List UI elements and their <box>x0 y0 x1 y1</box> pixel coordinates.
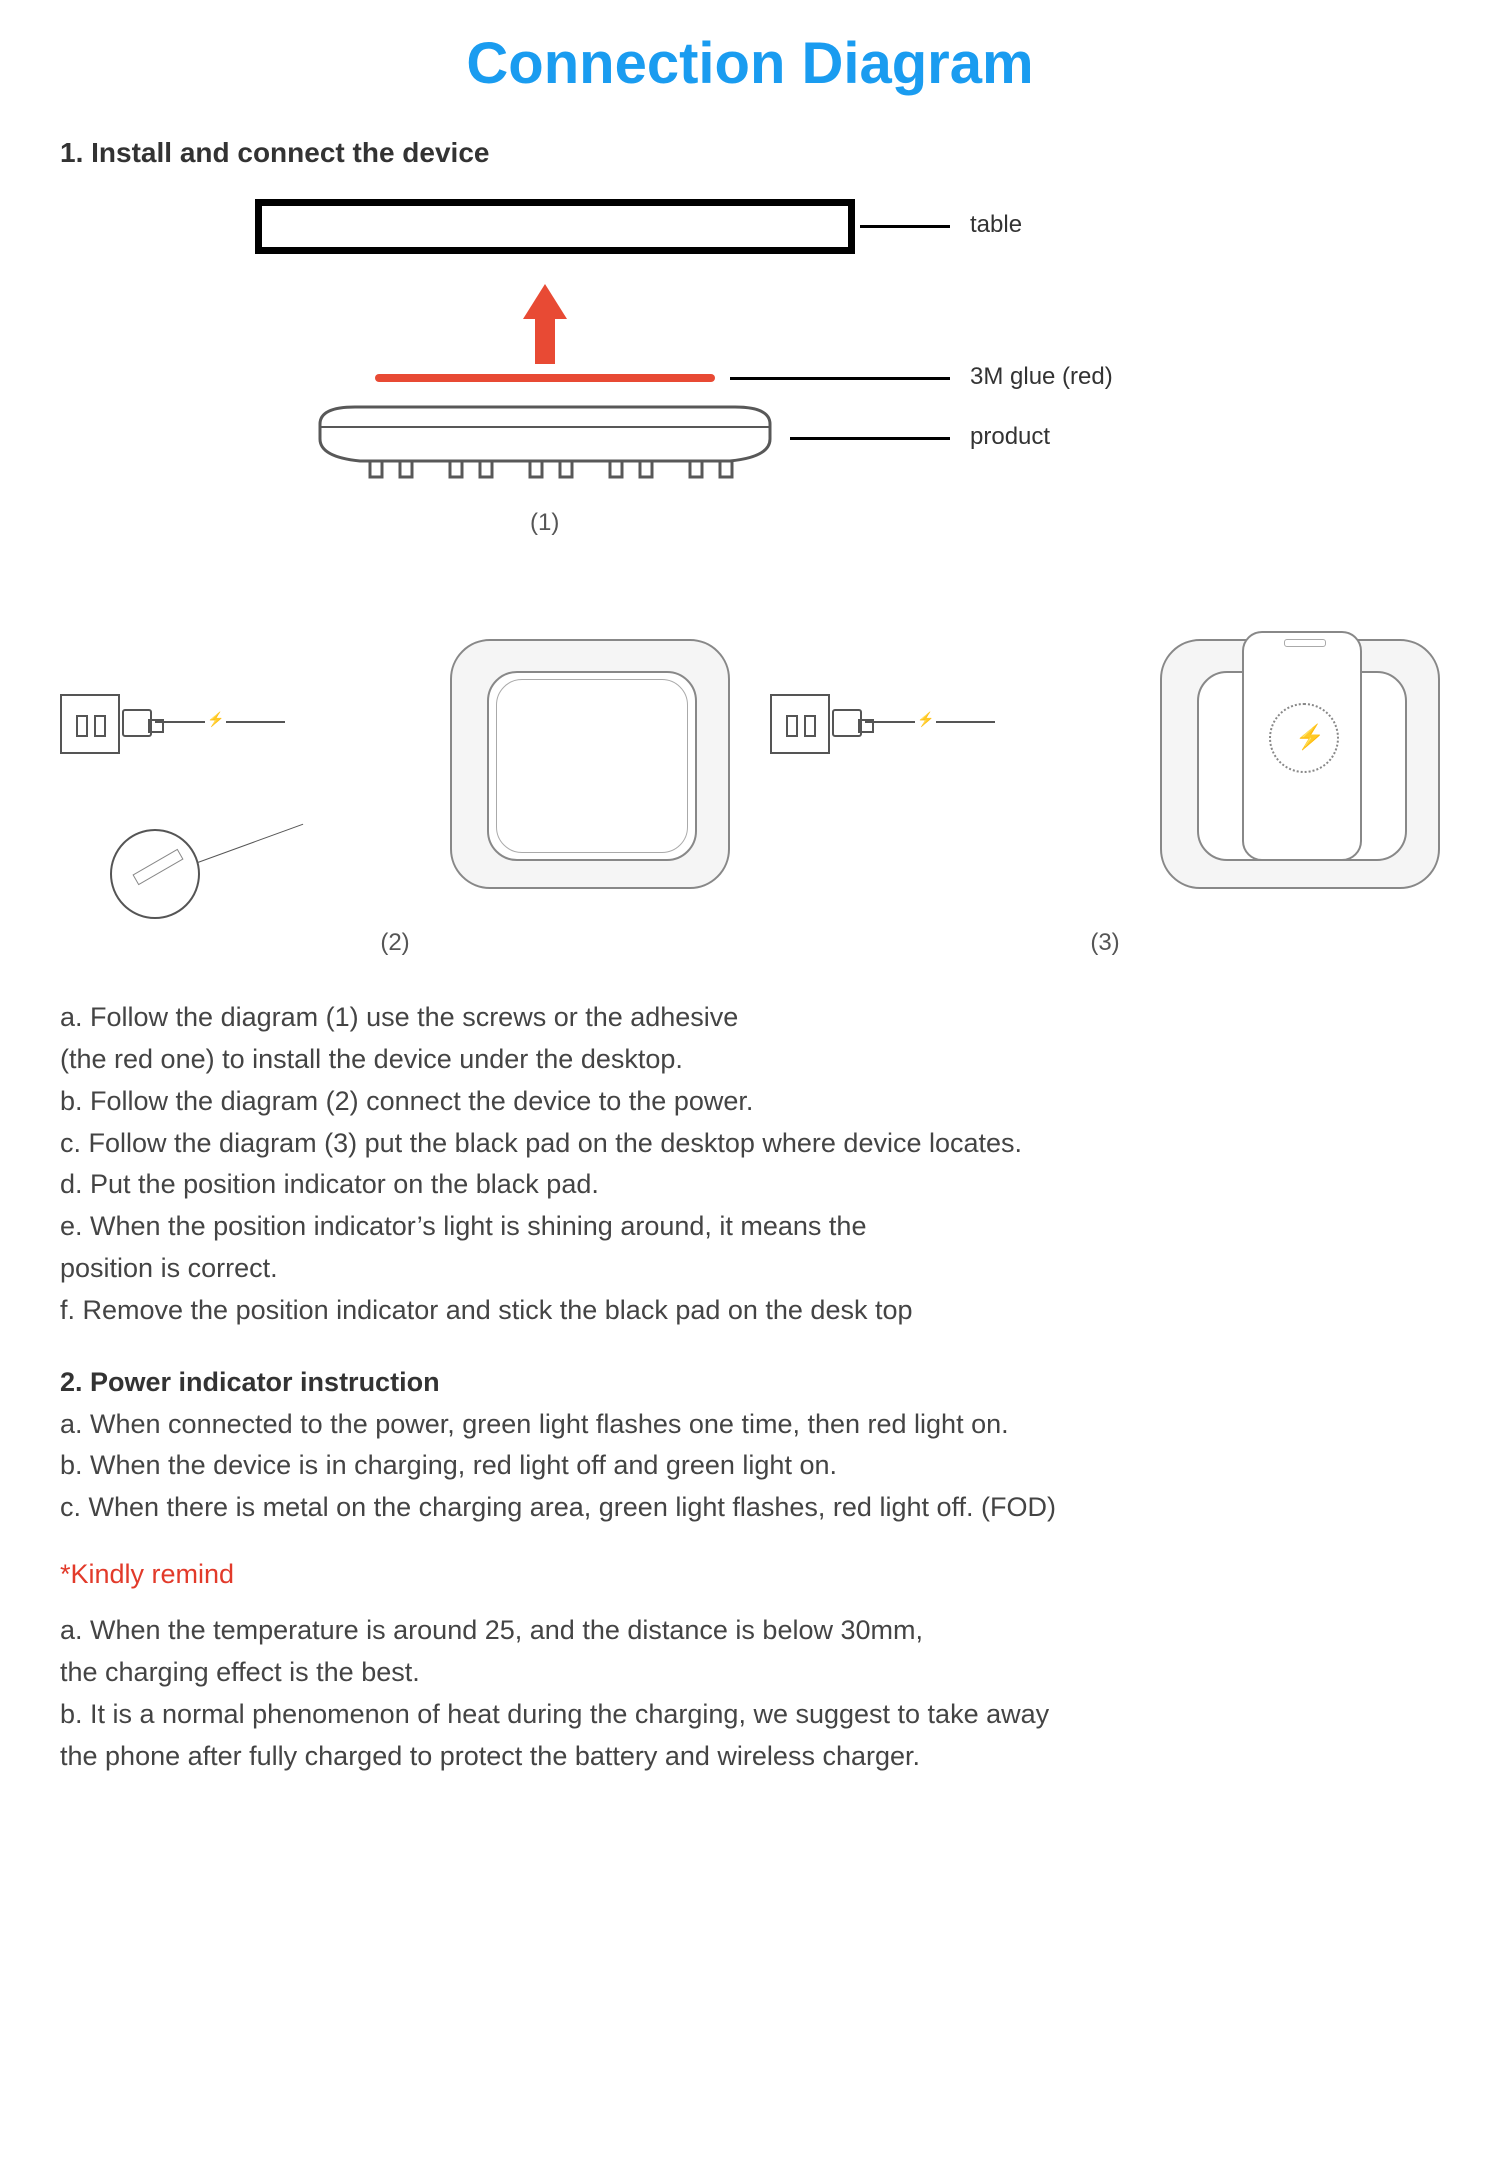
instruction-line: a. When connected to the power, green li… <box>60 1404 1440 1446</box>
diagram-1-caption: (1) <box>530 509 559 537</box>
cable-icon <box>155 721 285 723</box>
section-1-instructions: a. Follow the diagram (1) use the screws… <box>60 997 1440 1332</box>
charging-pad <box>450 639 730 889</box>
instruction-line: the phone after fully charged to protect… <box>60 1736 1440 1778</box>
diagram-2: (2) <box>60 639 730 957</box>
kindly-remind-heading: *Kindly remind <box>60 1559 1440 1590</box>
instruction-line: a. Follow the diagram (1) use the screws… <box>60 997 1440 1039</box>
instruction-line: c. When there is metal on the charging a… <box>60 1487 1440 1529</box>
instruction-line: d. Put the position indicator on the bla… <box>60 1164 1440 1206</box>
section-2-heading: 2. Power indicator instruction <box>60 1362 1440 1404</box>
instruction-line: (the red one) to install the device unde… <box>60 1039 1440 1081</box>
section-1-heading: 1. Install and connect the device <box>60 137 1440 169</box>
instruction-line: a. When the temperature is around 25, an… <box>60 1610 1440 1652</box>
diagram-2-caption: (2) <box>60 929 730 957</box>
outlet-icon <box>60 694 120 754</box>
label-table: table <box>970 211 1022 239</box>
diagram-1-product <box>310 399 780 489</box>
leader-line <box>790 437 950 440</box>
instruction-line: b. When the device is in charging, red l… <box>60 1445 1440 1487</box>
instruction-line: b. Follow the diagram (2) connect the de… <box>60 1081 1440 1123</box>
leader-line <box>860 225 950 228</box>
instruction-line: e. When the position indicator’s light i… <box>60 1206 1440 1248</box>
zoom-leader-line <box>195 824 303 864</box>
phone-icon <box>1242 631 1362 861</box>
cable-icon <box>865 721 995 723</box>
instruction-line: the charging effect is the best. <box>60 1652 1440 1694</box>
diagram-3-caption: (3) <box>770 929 1440 957</box>
plug-icon <box>122 709 152 737</box>
plug-icon <box>832 709 862 737</box>
diagram-1-glue-strip <box>375 374 715 382</box>
diagram-1-table <box>255 199 855 254</box>
label-glue: 3M glue (red) <box>970 363 1113 391</box>
page-title: Connection Diagram <box>60 30 1440 97</box>
section-2: 2. Power indicator instruction a. When c… <box>60 1362 1440 1529</box>
label-product: product <box>970 423 1050 451</box>
diagram-1: table 3M glue (red) product (1) <box>60 199 1440 619</box>
zoom-detail-icon <box>110 829 200 919</box>
charging-pad <box>1160 639 1440 889</box>
instruction-line: c. Follow the diagram (3) put the black … <box>60 1123 1440 1165</box>
instruction-line: position is correct. <box>60 1248 1440 1290</box>
outlet-icon <box>770 694 830 754</box>
charging-bolt-icon <box>1269 703 1339 773</box>
instruction-line: b. It is a normal phenomenon of heat dur… <box>60 1694 1440 1736</box>
instruction-line: f. Remove the position indicator and sti… <box>60 1290 1440 1332</box>
diagram-area: table 3M glue (red) product (1) (2) <box>60 199 1440 957</box>
leader-line <box>730 377 950 380</box>
diagram-3: (3) <box>770 639 1440 957</box>
kindly-remind-body: a. When the temperature is around 25, an… <box>60 1610 1440 1777</box>
up-arrow-icon <box>525 284 565 364</box>
